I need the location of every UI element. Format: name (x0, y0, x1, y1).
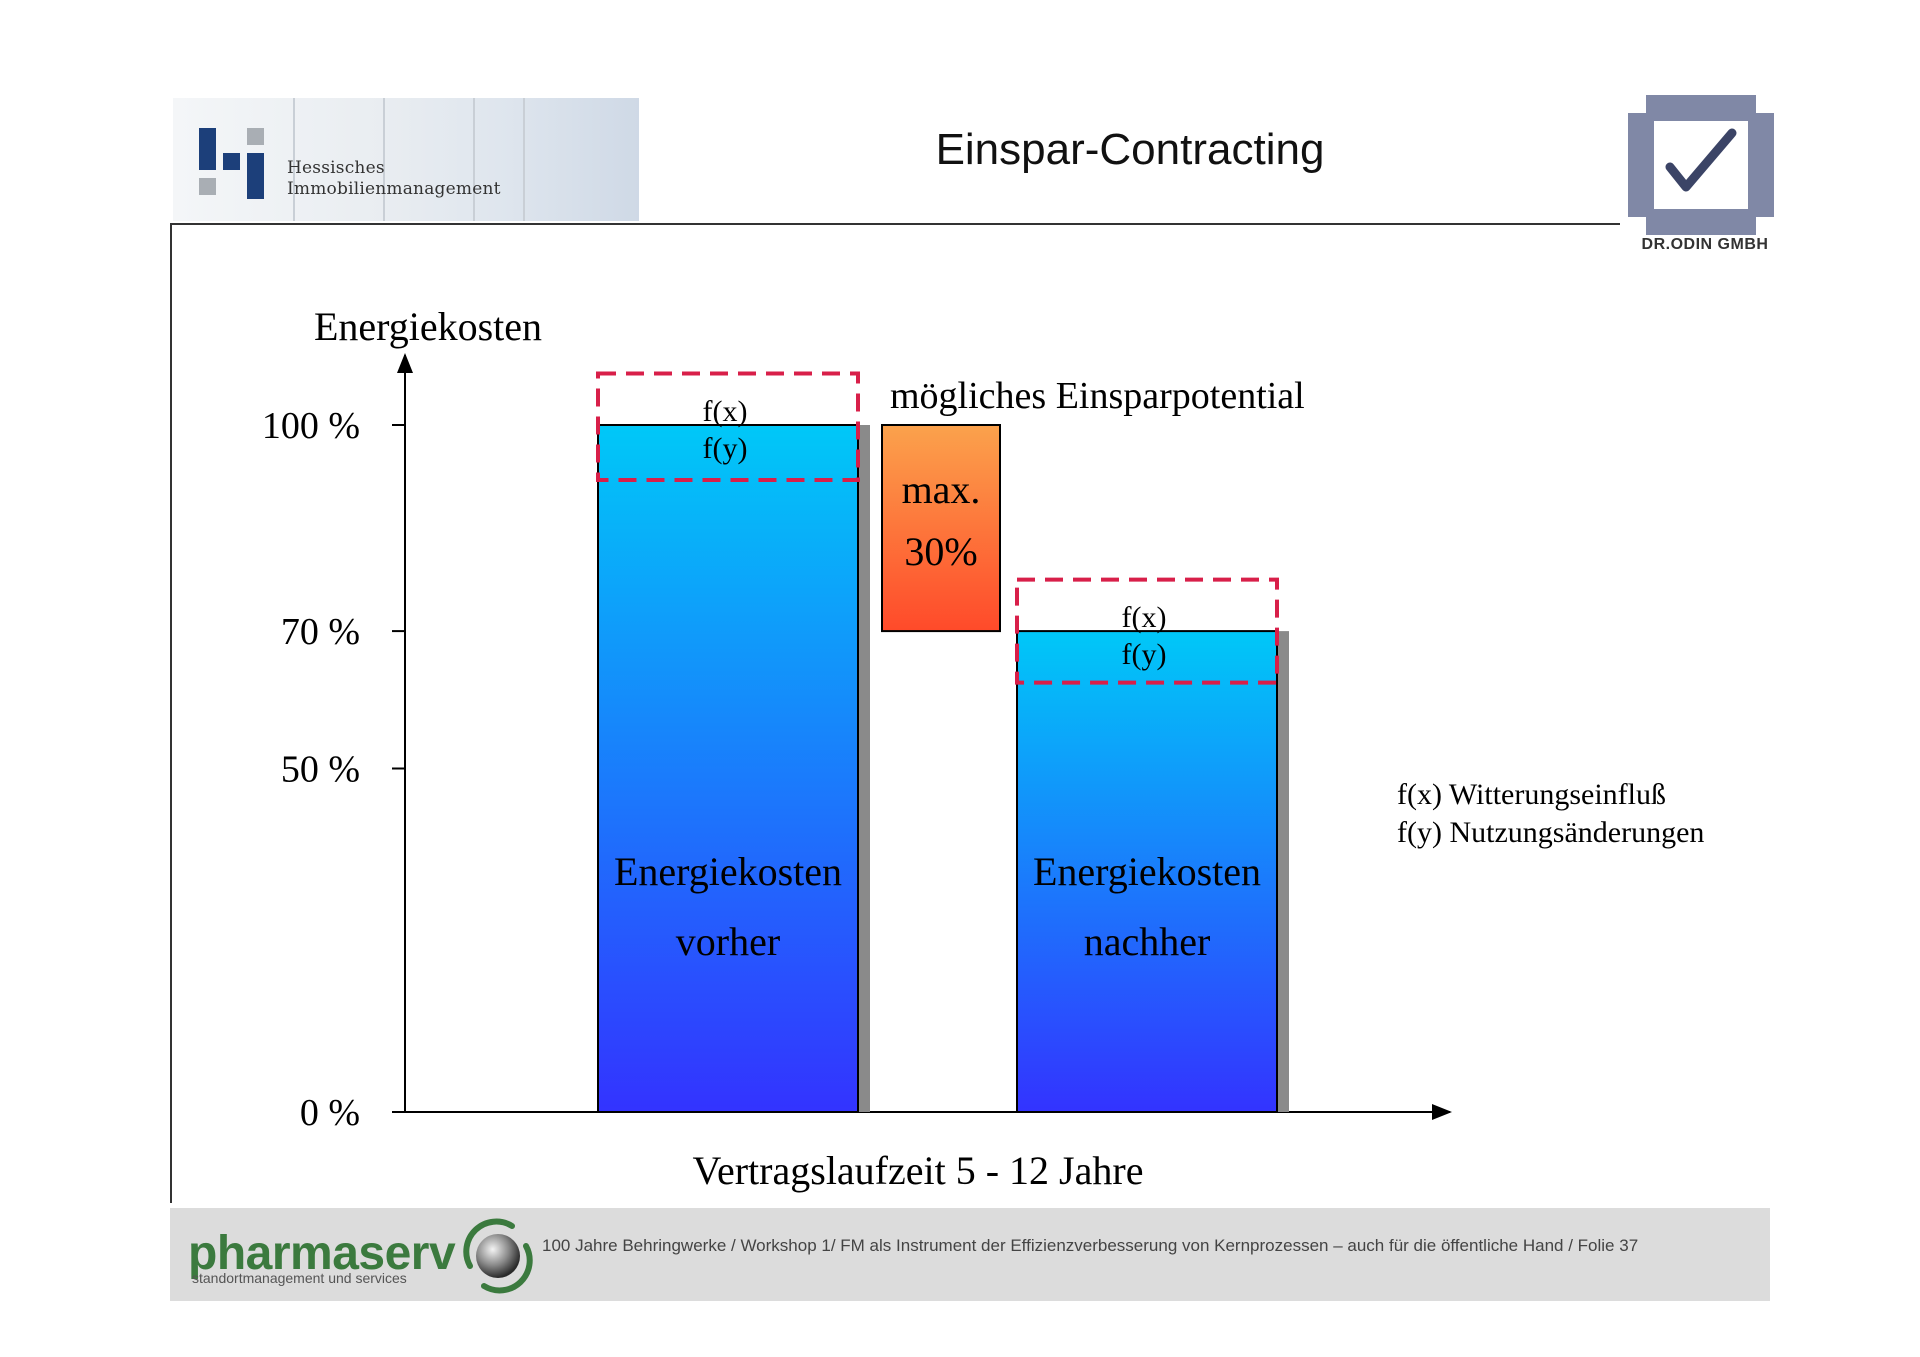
slide-title: Einspar-Contracting (935, 125, 1325, 174)
logo-mark-block (199, 128, 216, 170)
y-tick-label: 100 % (262, 405, 360, 447)
fy-label: f(y) (703, 432, 748, 465)
dr-odin-name: DR.ODIN GMBH (1641, 236, 1769, 253)
y-tick: 70 % (281, 611, 405, 653)
y-tick-label: 0 % (300, 1092, 360, 1134)
bar-shadow (858, 425, 870, 1112)
y-tick: 0 % (300, 1092, 405, 1134)
y-tick-label: 70 % (281, 611, 360, 653)
x-axis-label: Vertragslaufzeit 5 - 12 Jahre (693, 1148, 1144, 1193)
savings-rect (881, 424, 1001, 633)
y-tick-label: 50 % (281, 749, 360, 791)
fx-label: f(x) (1122, 601, 1167, 634)
logo-mark-block (223, 153, 240, 170)
bar-rect (597, 424, 859, 1113)
left-divider (170, 223, 172, 1203)
bar-label-line1: Energiekosten (614, 849, 842, 894)
dr-odin-logo (1628, 95, 1774, 235)
y-tick: 50 % (281, 749, 405, 791)
dashed-range-box (596, 371, 860, 482)
fx-label: f(x) (703, 395, 748, 428)
bar-energiekosten-vorher: f(x) f(y) Energiekosten vorher (596, 371, 870, 1113)
dashed-range-box (1015, 577, 1279, 685)
y-axis-label: Energiekosten (314, 304, 542, 349)
savings-caption: mögliches Einsparpotential (890, 375, 1305, 417)
pharmaserv-globe-icon (463, 1218, 533, 1294)
logo-mark-block (247, 128, 264, 145)
savings-potential-bar: max. 30% mögliches Einsparpotential (881, 375, 1305, 633)
bar-label-line2: nachher (1084, 919, 1211, 964)
bar-energiekosten-nachher: f(x) f(y) Energiekosten nachher (1015, 577, 1289, 1113)
footer-bar: pharmaserv standortmanagement und servic… (170, 1208, 1770, 1301)
legend-fy: f(y) Nutzungsänderungen (1397, 816, 1704, 849)
bar-shadow (1277, 631, 1289, 1112)
bar-label-line2: vorher (676, 919, 780, 964)
footer-text: 100 Jahre Behringwerke / Workshop 1/ FM … (542, 1236, 1639, 1255)
logo-text-line1: Hessisches (287, 158, 385, 178)
bar-label-line1: Energiekosten (1033, 849, 1261, 894)
y-tick: 100 % (262, 405, 405, 447)
bar-rect (1016, 630, 1278, 1113)
pharmaserv-brand: pharmaserv (188, 1227, 456, 1280)
savings-label-line2: 30% (904, 529, 977, 574)
pharmaserv-tagline: standortmanagement und services (192, 1270, 407, 1286)
logo-mark-block (199, 178, 216, 195)
savings-label-line1: max. (902, 467, 981, 512)
fy-label: f(y) (1122, 638, 1167, 671)
logo-text-line2: Immobilienmanagement (287, 179, 501, 199)
legend-fx: f(x) Witterungseinfluß (1397, 778, 1666, 811)
hessisches-immobilienmanagement-logo: Hessisches Immobilienmanagement (173, 98, 639, 221)
header-divider (170, 223, 1620, 225)
checkmark-icon (1665, 128, 1737, 192)
logo-mark-block (247, 153, 264, 199)
